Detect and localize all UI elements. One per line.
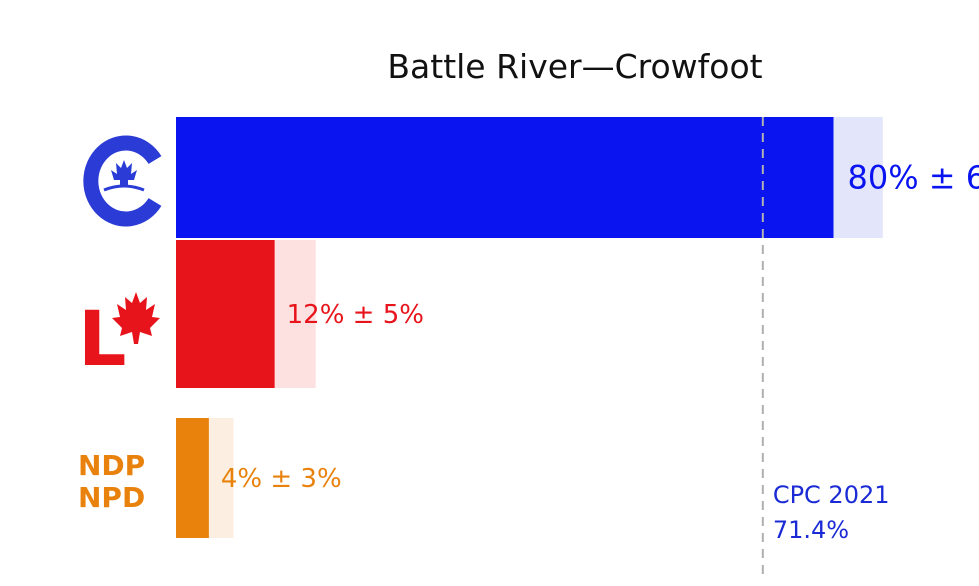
reference-label-line1: CPC 2021 — [773, 481, 890, 509]
conservative-logo-icon — [83, 135, 162, 227]
bar-cpc — [176, 117, 834, 238]
value-label-cpc: 80% ± 6% — [848, 159, 979, 197]
reference-line-group: CPC 2021 71.4% — [761, 117, 890, 575]
ndp-logo-line1: NDP — [78, 449, 145, 482]
ndp-logo-line2: NPD — [78, 481, 145, 514]
ndp-logo-icon: NDP NPD — [78, 449, 145, 514]
value-label-ndp: 4% ± 3% — [221, 464, 342, 494]
reference-label-line2: 71.4% — [773, 516, 849, 544]
bars-group: 80% ± 6% 12% ± 5% 4% ± 3% — [176, 117, 979, 538]
liberal-logo-icon: L — [78, 292, 160, 383]
bar-ndp — [176, 418, 209, 538]
value-label-lpc: 12% ± 5% — [287, 300, 424, 330]
chart-title: Battle River—Crowfoot — [387, 47, 762, 86]
bar-lpc — [176, 240, 275, 388]
